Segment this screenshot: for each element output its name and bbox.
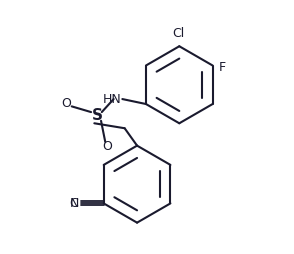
Text: C: C bbox=[69, 197, 78, 210]
Text: S: S bbox=[92, 108, 103, 123]
Text: O: O bbox=[61, 97, 71, 110]
Text: HN: HN bbox=[102, 92, 121, 106]
Text: O: O bbox=[102, 140, 112, 153]
Text: N: N bbox=[70, 197, 80, 210]
Text: Cl: Cl bbox=[172, 27, 184, 40]
Text: F: F bbox=[219, 61, 226, 74]
